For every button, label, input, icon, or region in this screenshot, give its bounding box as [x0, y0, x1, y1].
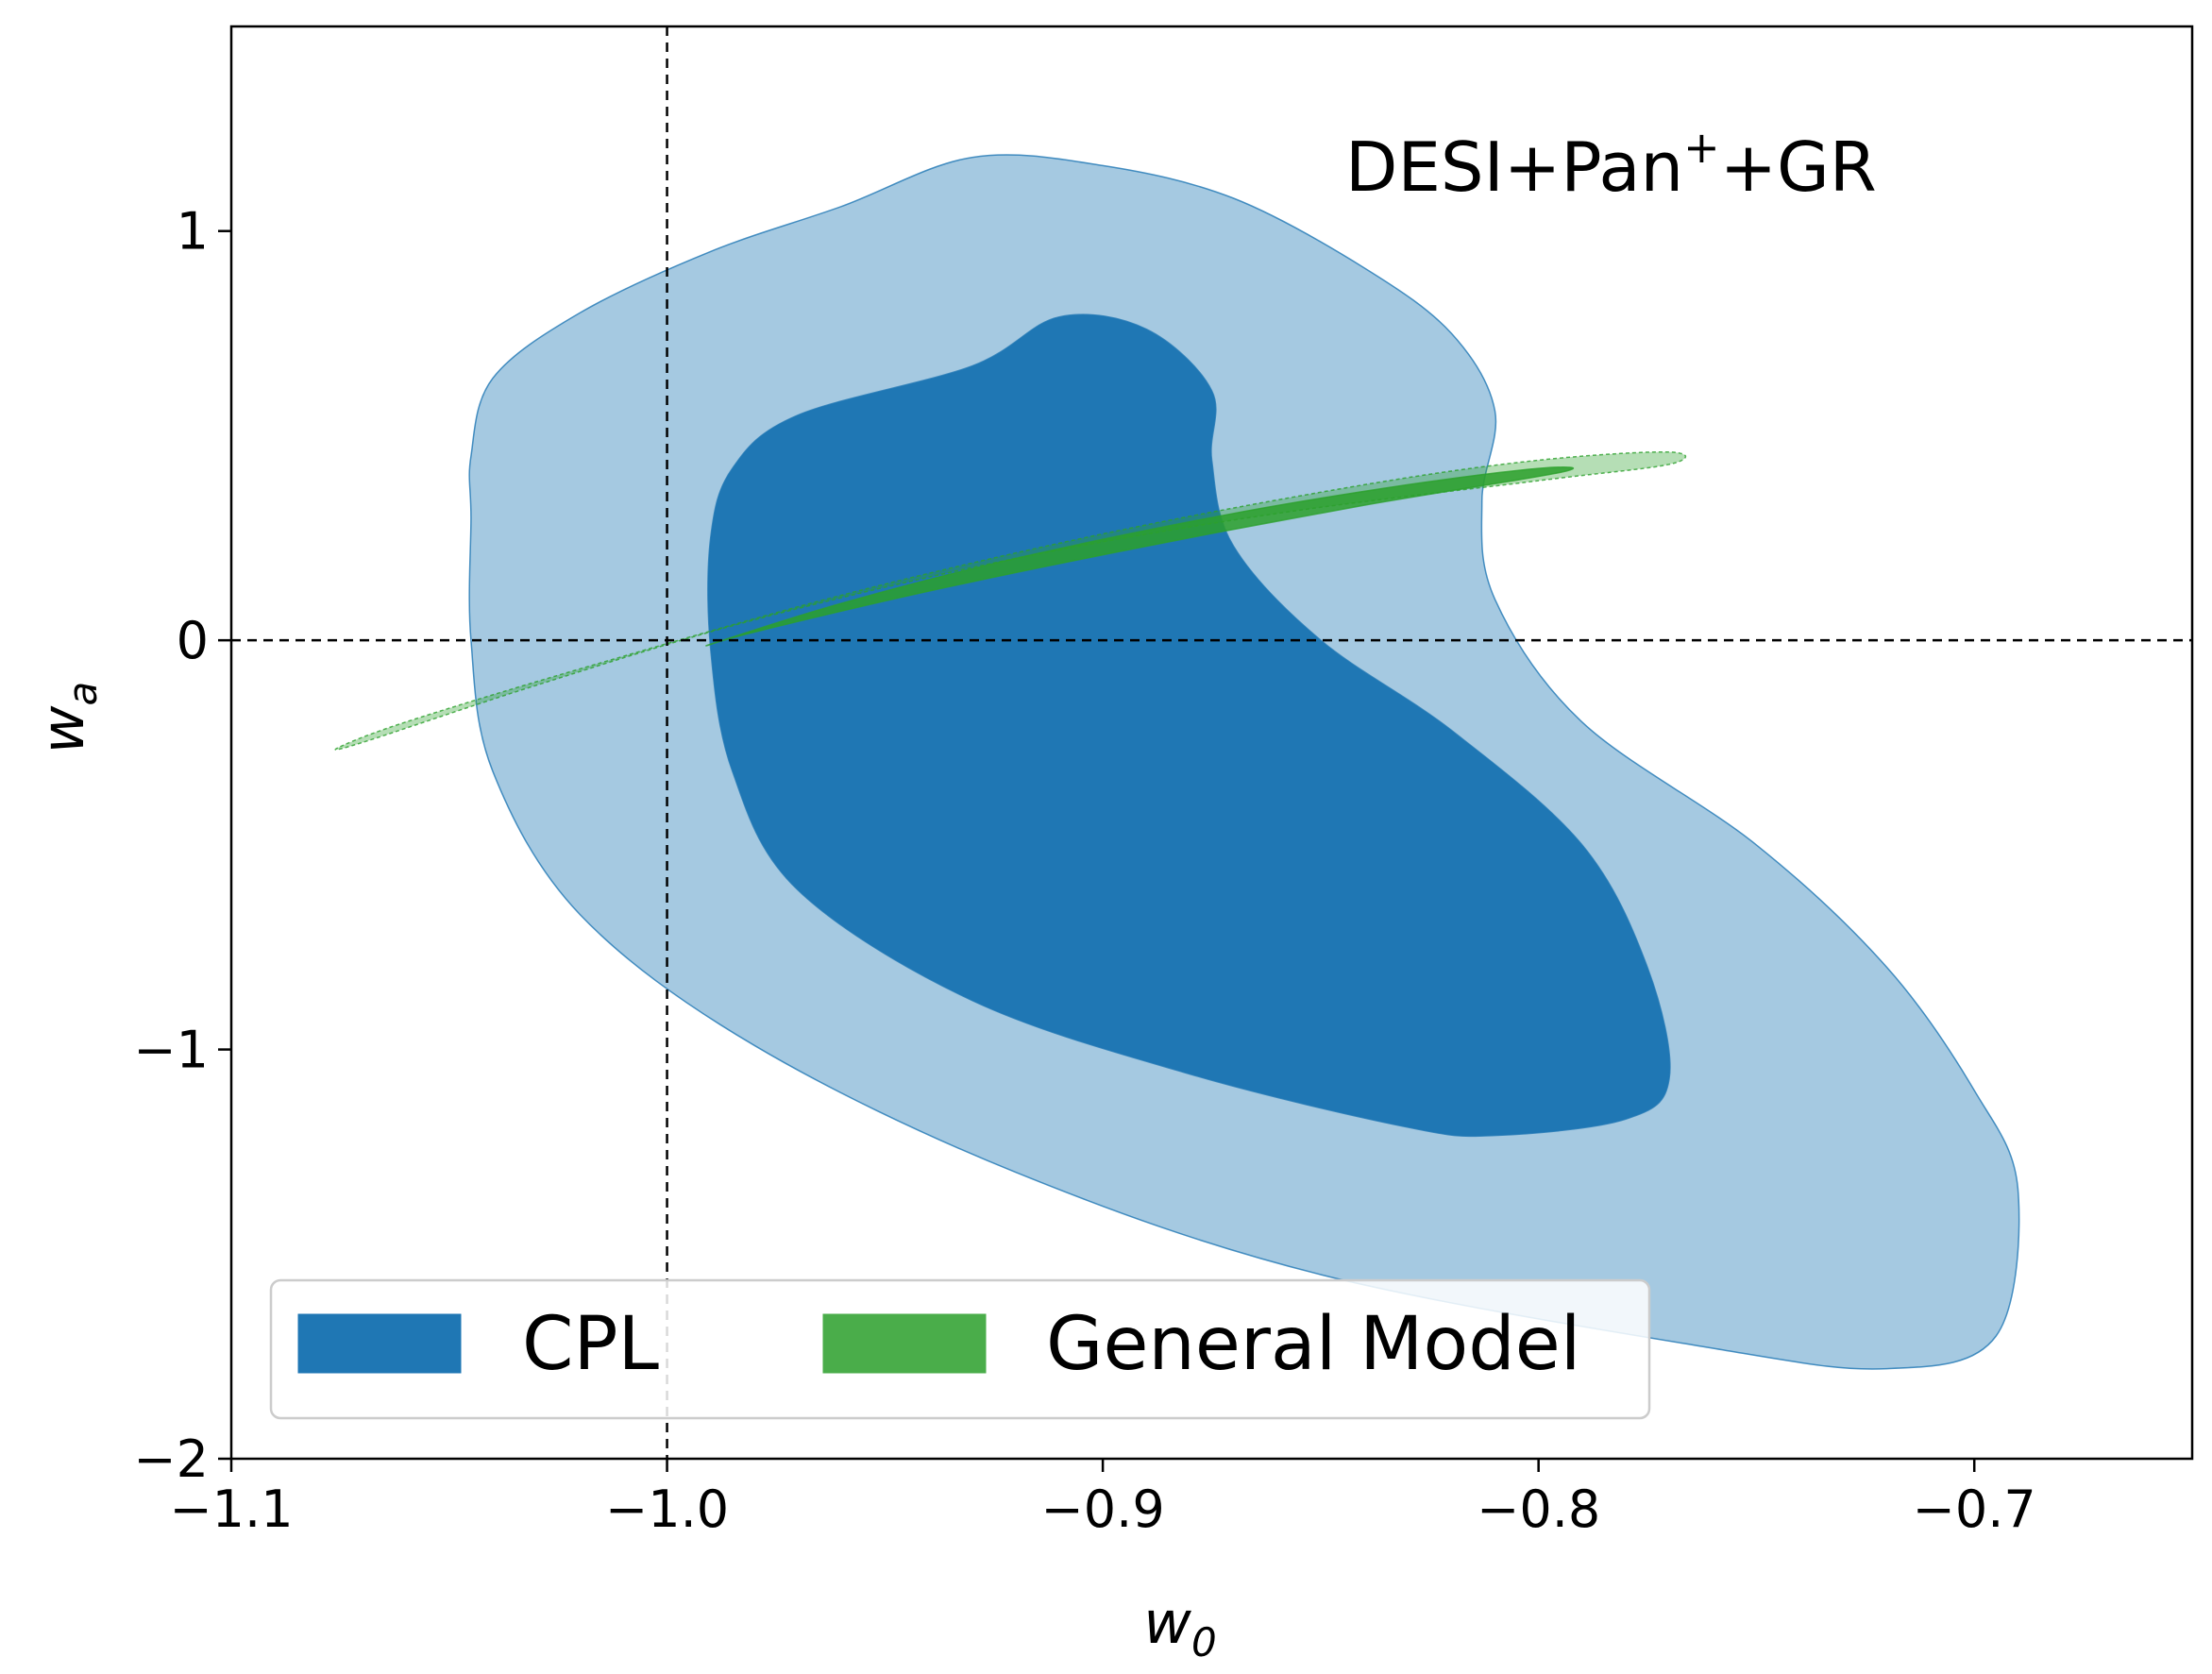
legend-label-cpl: CPL: [522, 1302, 659, 1387]
contour-general-model-95: [334, 450, 1687, 751]
x-tick-label: −1.0: [605, 1480, 729, 1539]
x-tick-label: −0.8: [1477, 1480, 1600, 1539]
axis-ticks: −1.1 −1.0 −0.9 −0.8 −0.7 −2 −1 0 1: [133, 202, 2035, 1539]
legend-swatch-general-model: [822, 1313, 987, 1374]
y-tick-label: 0: [177, 611, 209, 670]
annotation-main: DESI+Pan: [1345, 127, 1683, 207]
x-tick-label: −0.7: [1913, 1480, 2036, 1539]
y-tick-label: −1: [133, 1021, 209, 1080]
y-axis-symbol: w: [28, 705, 97, 753]
legend-swatch-cpl: [297, 1313, 462, 1374]
x-axis-symbol: w: [1143, 1588, 1191, 1657]
reference-lines: [231, 26, 2192, 1459]
x-axis-subscript: 0: [1191, 1619, 1217, 1666]
x-tick-label: −1.1: [169, 1480, 293, 1539]
annotation-sup: +: [1683, 122, 1720, 173]
y-axis-label: wa: [28, 682, 106, 753]
dataset-annotation: DESI+Pan++GR: [1345, 122, 1877, 207]
contour-cpl-68: [707, 313, 1671, 1138]
x-axis-label: w0: [1143, 1588, 1216, 1666]
legend: CPL General Model: [269, 1278, 1651, 1420]
contour-layer: [334, 154, 2020, 1370]
annotation-after: +GR: [1720, 127, 1877, 207]
y-tick-label: 1: [177, 202, 209, 262]
x-tick-label: −0.9: [1041, 1480, 1165, 1539]
plot-frame: [229, 25, 2194, 1461]
y-tick-label: −2: [133, 1429, 209, 1489]
legend-label-general-model: General Model: [1046, 1302, 1580, 1387]
y-axis-subscript: a: [59, 682, 106, 706]
contour-general-model-68: [705, 466, 1575, 647]
